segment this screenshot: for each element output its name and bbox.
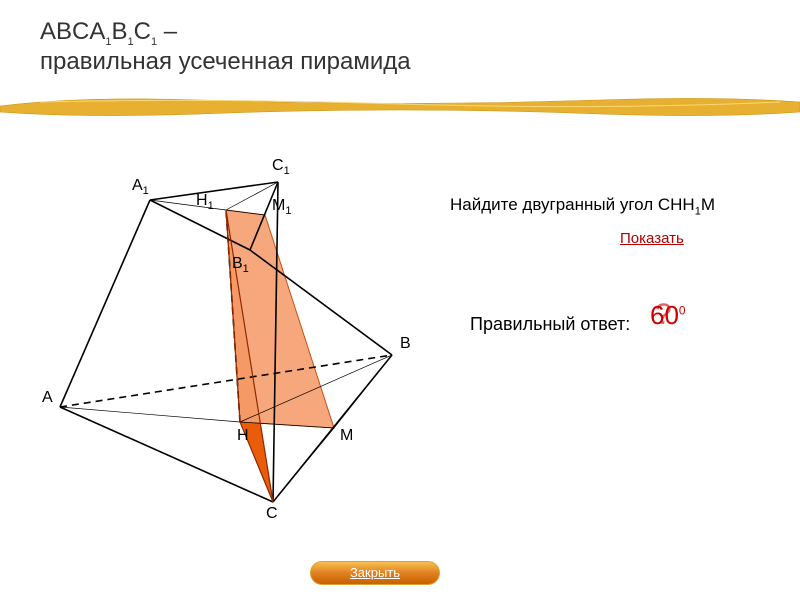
slide-title: ABCA1B1C1 – правильная усеченная пирамид… xyxy=(40,18,411,76)
problem-prompt-area: Найдите двугранный угол CHH1M xyxy=(450,195,780,217)
svg-text:C: C xyxy=(266,505,278,522)
decorative-ribbon xyxy=(0,92,800,120)
svg-text:A: A xyxy=(42,389,53,406)
close-button[interactable]: Закрыть xyxy=(310,561,440,585)
svg-text:M: M xyxy=(340,427,353,444)
title-line-1: ABCA1B1C1 – xyxy=(40,18,411,48)
answer-value: 600 xyxy=(650,300,686,331)
show-link[interactable]: Показать xyxy=(620,230,684,247)
pyramid-diagram: ABCA1B1C1HH1MM1 xyxy=(40,150,460,530)
answer-label: Правильный ответ: xyxy=(470,314,630,335)
svg-text:B: B xyxy=(400,335,411,352)
svg-text:H: H xyxy=(237,427,249,444)
slide: ABCA1B1C1 – правильная усеченная пирамид… xyxy=(0,0,800,600)
svg-text:M1: M1 xyxy=(272,197,291,217)
title-line-2: правильная усеченная пирамида xyxy=(40,48,411,76)
problem-prompt: Найдите двугранный угол CHH1M xyxy=(450,195,715,214)
svg-text:C1: C1 xyxy=(272,157,290,177)
svg-text:A1: A1 xyxy=(132,177,149,197)
svg-text:H1: H1 xyxy=(196,192,214,212)
